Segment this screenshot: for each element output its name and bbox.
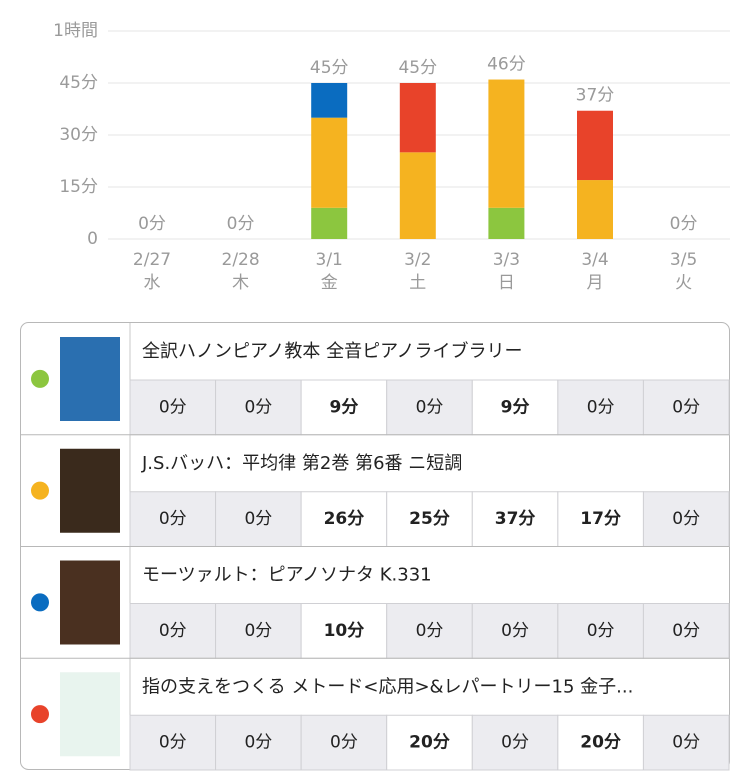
cell-bg: [300, 491, 388, 547]
thumbnail: [60, 672, 120, 757]
cell-value: 9分: [330, 397, 359, 417]
cell-value: 9分: [501, 397, 530, 417]
x-tick-label: 3/5: [670, 250, 697, 270]
total-label: 45分: [398, 58, 437, 78]
cell-value: 20分: [409, 733, 450, 753]
y-tick-label: 1時間: [53, 21, 98, 41]
bar-segment: [577, 110, 613, 181]
cell-value: 0分: [159, 397, 187, 417]
cell-bg: [215, 714, 302, 771]
cell-value: 0分: [416, 397, 444, 417]
cell-bg: [557, 603, 644, 659]
cell-bg: [642, 491, 730, 547]
cell-value: 0分: [672, 509, 700, 529]
bar-segment: [311, 83, 348, 118]
thumbnail: [60, 448, 120, 533]
x-tick-label: 2/28: [222, 250, 260, 270]
x-tick-label: 3/4: [581, 250, 608, 270]
bar-segment: [399, 152, 436, 239]
thumbnail: [60, 560, 120, 645]
bar-segment: [488, 79, 525, 208]
weekday-label: 金: [321, 273, 338, 293]
weekday-label: 土: [409, 273, 426, 293]
bar-segment: [311, 207, 348, 239]
cell-bg: [300, 603, 388, 659]
cell-bg: [129, 491, 217, 547]
x-tick-label: 3/1: [316, 250, 343, 270]
y-tick-label: 45分: [59, 73, 98, 93]
series-dot: [31, 369, 49, 388]
cell-bg: [642, 379, 730, 436]
total-label: 45分: [310, 58, 349, 78]
series-dot: [31, 593, 49, 612]
cell-value: 0分: [416, 621, 444, 641]
cell-value: 0分: [587, 621, 615, 641]
cell-value: 37分: [495, 509, 536, 529]
cell-value: 0分: [501, 733, 529, 753]
bar-segment: [577, 180, 613, 239]
y-tick-label: 15分: [59, 177, 98, 197]
cell-value: 25分: [409, 509, 450, 529]
row-title: モーツァルト：ピアノソナタ K.331: [142, 565, 432, 586]
total-label: 0分: [227, 214, 255, 234]
cell-bg: [129, 714, 217, 771]
row-title: 全訳ハノンピアノ教本 全音ピアノライブラリー: [142, 340, 522, 362]
cell-bg: [215, 603, 302, 659]
x-tick-label: 3/2: [404, 250, 431, 270]
cell-value: 0分: [244, 733, 272, 753]
cell-bg: [471, 491, 559, 547]
cell-bg: [386, 491, 473, 547]
cell-bg: [386, 714, 473, 771]
weekday-label: 水: [144, 273, 161, 293]
cell-value: 0分: [330, 733, 358, 753]
cell-value: 20分: [580, 733, 621, 753]
cell-bg: [642, 714, 730, 771]
cell-value: 0分: [159, 621, 187, 641]
bar-segment: [488, 207, 525, 239]
cell-value: 0分: [244, 397, 272, 417]
weekday-label: 月: [587, 273, 604, 293]
cell-value: 0分: [244, 621, 272, 641]
cell-value: 17分: [580, 509, 621, 529]
cell-value: 0分: [244, 509, 272, 529]
cell-value: 0分: [159, 733, 187, 753]
cell-value: 10分: [324, 621, 365, 641]
weekday-label: 火: [675, 273, 692, 293]
cell-value: 0分: [672, 621, 700, 641]
x-tick-label: 3/3: [493, 250, 520, 270]
total-label: 0分: [670, 214, 698, 234]
cell-bg: [557, 491, 644, 547]
cell-bg: [471, 714, 559, 771]
cell-value: 0分: [672, 733, 700, 753]
cell-bg: [386, 603, 473, 659]
cell-bg: [557, 714, 644, 771]
row-title: J.S.バッハ：平均律 第2巻 第6番 ニ短調: [141, 453, 462, 474]
series-dot: [31, 705, 49, 724]
weekday-label: 木: [232, 273, 249, 293]
weekday-label: 日: [498, 273, 515, 293]
bar-segment: [399, 83, 436, 153]
y-tick-label: 30分: [59, 125, 98, 145]
x-tick-label: 2/27: [133, 250, 171, 270]
thumbnail: [60, 337, 120, 421]
y-tick-label: 0: [87, 229, 98, 249]
total-label: 46分: [487, 55, 526, 75]
cell-value: 26分: [324, 509, 365, 529]
cell-bg: [557, 379, 644, 436]
bar-segment: [311, 117, 348, 208]
cell-value: 0分: [501, 621, 529, 641]
cell-value: 0分: [159, 509, 187, 529]
cell-value: 0分: [587, 397, 615, 417]
row-title: 指の支えをつくる メトード<応用>&レパートリー15 金子...: [142, 676, 633, 697]
total-label: 37分: [576, 86, 615, 106]
cell-bg: [215, 491, 302, 547]
cell-bg: [300, 714, 388, 771]
total-label: 0分: [138, 214, 166, 234]
cell-value: 0分: [672, 397, 700, 417]
series-dot: [31, 481, 49, 500]
